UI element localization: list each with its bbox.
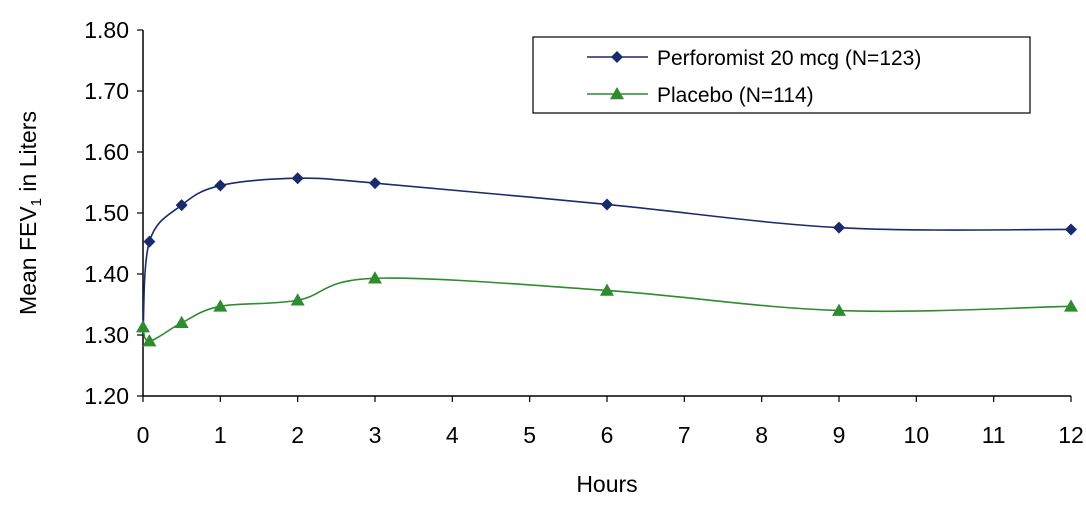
data-point — [833, 221, 845, 234]
x-tick-label: 8 — [755, 422, 768, 448]
data-point — [369, 177, 381, 190]
x-tick-label: 3 — [369, 422, 382, 448]
data-point — [601, 198, 613, 211]
legend-label: Perforomist 20 mcg (N=123) — [657, 47, 921, 70]
y-tick-label: 1.60 — [84, 139, 129, 165]
tick-labels: 1.201.301.401.501.601.701.800 1 2 3 4 5 6 7 8 9 10… — [84, 17, 1084, 448]
legend: Perforomist 20 mcg (N=123) Placebo (N=114… — [532, 36, 1031, 114]
data-point — [142, 334, 157, 347]
x-tick-label: 12 — [1058, 422, 1084, 448]
x-tick-label: 4 — [446, 422, 459, 448]
x-tick-label: 2 — [291, 422, 304, 448]
y-tick-label: 1.30 — [84, 322, 129, 348]
y-tick-label: 1.70 — [84, 78, 129, 104]
data-point — [1064, 299, 1078, 312]
data-point — [213, 299, 228, 312]
legend-label: Placebo (N=114) — [657, 84, 814, 107]
data-point — [136, 320, 150, 333]
data-point — [175, 199, 188, 212]
data-point — [291, 172, 304, 185]
x-tick-label: 10 — [904, 422, 930, 448]
x-tick-label: 0 — [137, 422, 150, 448]
y-tick-label: 1.40 — [84, 261, 129, 287]
x-tick-label: 9 — [833, 422, 846, 448]
y-tick-label: 1.50 — [84, 200, 129, 226]
data-point — [290, 293, 305, 306]
data-point — [1065, 223, 1077, 236]
x-tick-label: 11 — [982, 422, 1006, 448]
legend-item: Perforomist 20 mcg (N=123) — [587, 47, 921, 70]
series-2 — [136, 271, 1078, 347]
data-point — [143, 235, 156, 248]
legend-marker — [610, 87, 624, 100]
data-point — [368, 271, 382, 284]
axis-labels: Hours Mean FEV1 in Liters — [15, 111, 638, 497]
x-axis-label: Hours — [576, 471, 637, 497]
y-tick-label: 1.80 — [84, 17, 129, 43]
data-point — [174, 315, 189, 329]
x-tick-label: 7 — [678, 422, 691, 448]
x-tick-label: 5 — [523, 422, 536, 448]
data-point — [600, 283, 614, 296]
y-axis-label: Mean FEV1 in Liters — [15, 111, 45, 315]
x-tick-label: 6 — [601, 422, 614, 448]
legend-box — [532, 36, 1031, 114]
legend-item: Placebo (N=114) — [587, 84, 814, 107]
series — [136, 172, 1078, 347]
x-tick-label: 1 — [214, 422, 227, 448]
data-point — [832, 303, 846, 316]
y-tick-label: 1.20 — [84, 383, 129, 409]
legend-marker — [611, 51, 623, 63]
series-1 — [142, 172, 1077, 336]
data-point — [214, 179, 227, 192]
